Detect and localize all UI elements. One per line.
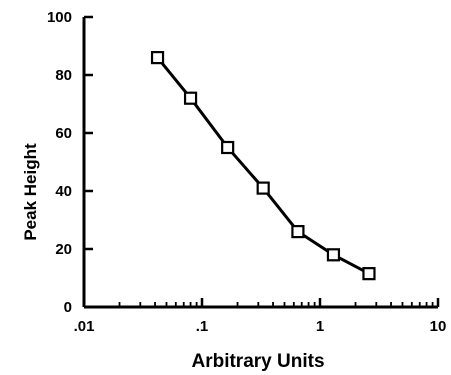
y-tick-label: 100 <box>47 9 72 26</box>
data-point-marker <box>291 225 305 239</box>
x-tick-label: .01 <box>74 318 95 335</box>
data-point-marker <box>256 181 270 195</box>
x-tick-label: .1 <box>196 318 209 335</box>
data-point-marker <box>221 140 235 155</box>
x-axis-label: Arbitrary Units <box>191 351 324 372</box>
data-point-marker <box>362 267 376 281</box>
x-tick-label: 1 <box>316 318 324 335</box>
x-axis: .01 .1 1 10 <box>74 298 447 335</box>
y-tick-label: 0 <box>64 299 72 316</box>
y-tick-label: 20 <box>55 241 72 258</box>
data-point-marker <box>150 50 165 65</box>
x-tick-label: 10 <box>430 318 447 335</box>
data-point-marker <box>326 248 341 262</box>
y-tick-label: 60 <box>55 125 72 142</box>
series-line <box>156 56 370 275</box>
y-axis: 0 20 40 60 80 100 <box>47 9 93 316</box>
data-point-marker <box>183 91 198 105</box>
y-tick-label: 40 <box>55 183 72 200</box>
series-markers <box>150 50 376 281</box>
y-axis-label: Peak Height <box>21 143 40 241</box>
y-tick-label: 80 <box>55 67 72 84</box>
